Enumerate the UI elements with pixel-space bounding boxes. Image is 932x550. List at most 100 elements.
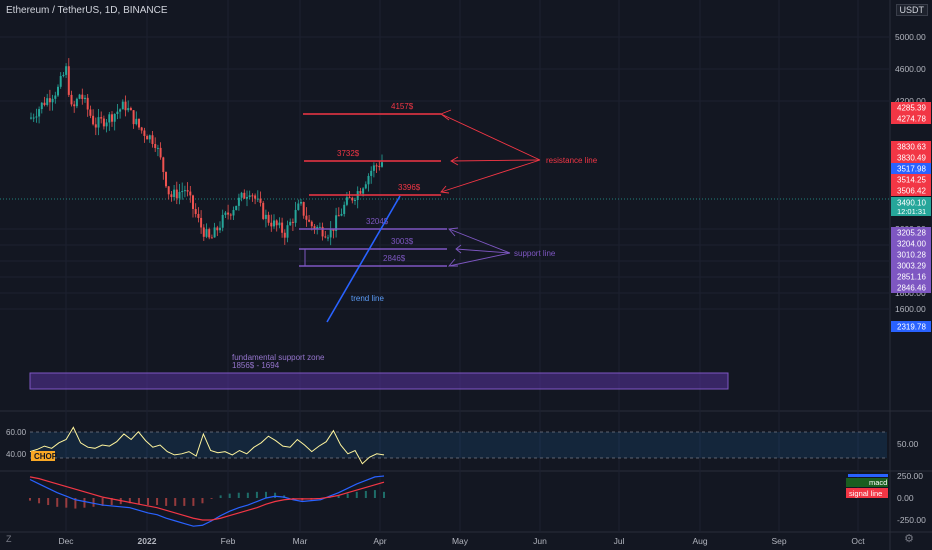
candle-body [224,212,227,215]
x-tick-label: Dec [58,536,74,546]
macd-legend-bg [846,478,888,487]
candle-body [186,190,189,192]
resistance-arrow [440,113,541,161]
price-label-box [891,113,931,124]
candle-body [167,186,170,195]
macd-histogram-bar [174,498,177,506]
chart-title: Ethereum / TetherUS, 1D, BINANCE [6,5,168,16]
candle-body [116,111,119,114]
price-label-box [891,249,931,260]
candle-body [300,202,302,204]
candle-body [140,127,143,131]
x-tick-label: Mar [293,536,308,546]
price-label: 4274.78 [897,115,926,124]
candle-body [216,227,219,231]
price-label: 2846.46 [897,284,926,293]
resistance-level-label: 4157$ [391,102,414,111]
candle-body [337,215,340,217]
macd-histogram-bar [373,490,376,498]
support-arrowhead [448,258,458,267]
candle-body [372,165,375,171]
candle-body [262,202,265,219]
candle-body [351,197,354,201]
price-label-box [891,238,931,249]
tradingview-logo[interactable]: Z [6,534,12,544]
candle-body [316,226,319,230]
candle-body [178,191,181,199]
macd-histogram-bar [228,493,231,498]
candle-body [194,208,197,214]
x-tick-label: Aug [692,536,707,546]
gear-icon[interactable]: ⚙ [904,533,914,545]
support-arrow [448,252,511,267]
price-label-box [891,152,931,163]
price-label: 3514.25 [897,176,926,185]
candle-body [67,66,70,95]
macd-histogram-bar [156,498,159,506]
candle-body [32,117,35,119]
price-label-box [891,227,931,238]
macd-histogram-bar [56,498,59,507]
macd-histogram-bar [38,498,41,504]
candle-body [246,196,248,199]
candle-body [259,198,262,203]
macd-histogram-bar [355,491,358,498]
candle-body [189,191,192,196]
candle-body [111,114,113,122]
candle-body [324,236,327,238]
candle-body [35,116,38,118]
macd-histogram-bar [364,490,367,498]
macd-histogram-bar [92,498,95,507]
candle-body [297,203,300,210]
candle-body [362,188,365,194]
candle-body [100,117,103,119]
chop-y-right-label: 50.00 [897,439,919,449]
candle-body [119,109,122,112]
price-label: 2319.78 [897,323,926,332]
price-label-box [891,102,931,113]
price-label-box [891,271,931,282]
candle-body [275,220,278,226]
candle-body [359,191,362,194]
candle-body [291,221,294,223]
candle-body [181,191,184,193]
candle-body [40,102,43,110]
candle-body [162,157,165,172]
candle-body [340,213,343,216]
candle-body [235,205,238,211]
candle-body [108,114,111,123]
price-label: 3830.49 [897,154,926,163]
candle-body [332,229,335,231]
macd-histogram-bar [274,492,277,498]
currency-badge[interactable]: USDT [895,4,928,16]
candle-body [173,189,176,198]
macd-histogram-bar [237,492,240,498]
support-level-label: 3204$ [366,217,389,226]
candle-body [146,135,149,140]
candle-body [124,101,127,111]
macd-legend-swatch [848,474,888,477]
candle-body [208,229,211,238]
candle-body [321,226,324,237]
support-level-label: 2846$ [383,254,406,263]
resistance-level-label: 3396$ [398,183,421,192]
macd-histogram-bar [383,491,385,498]
x-tick-label: Feb [221,536,236,546]
candle-body [78,94,81,99]
candle-body [375,165,378,167]
candle-body [183,190,186,192]
signal-legend-bg [846,488,888,498]
candle-body [30,117,32,119]
candle-body [170,194,173,198]
price-label: 2851.16 [897,273,926,282]
candle-body [143,130,146,136]
candle-body [51,98,54,103]
candle-body [59,76,62,87]
price-label-box [891,197,931,216]
macd-histogram-bar [128,498,131,504]
candle-body [165,171,167,187]
candle-body [213,227,216,238]
price-label: 3010.28 [897,251,926,260]
